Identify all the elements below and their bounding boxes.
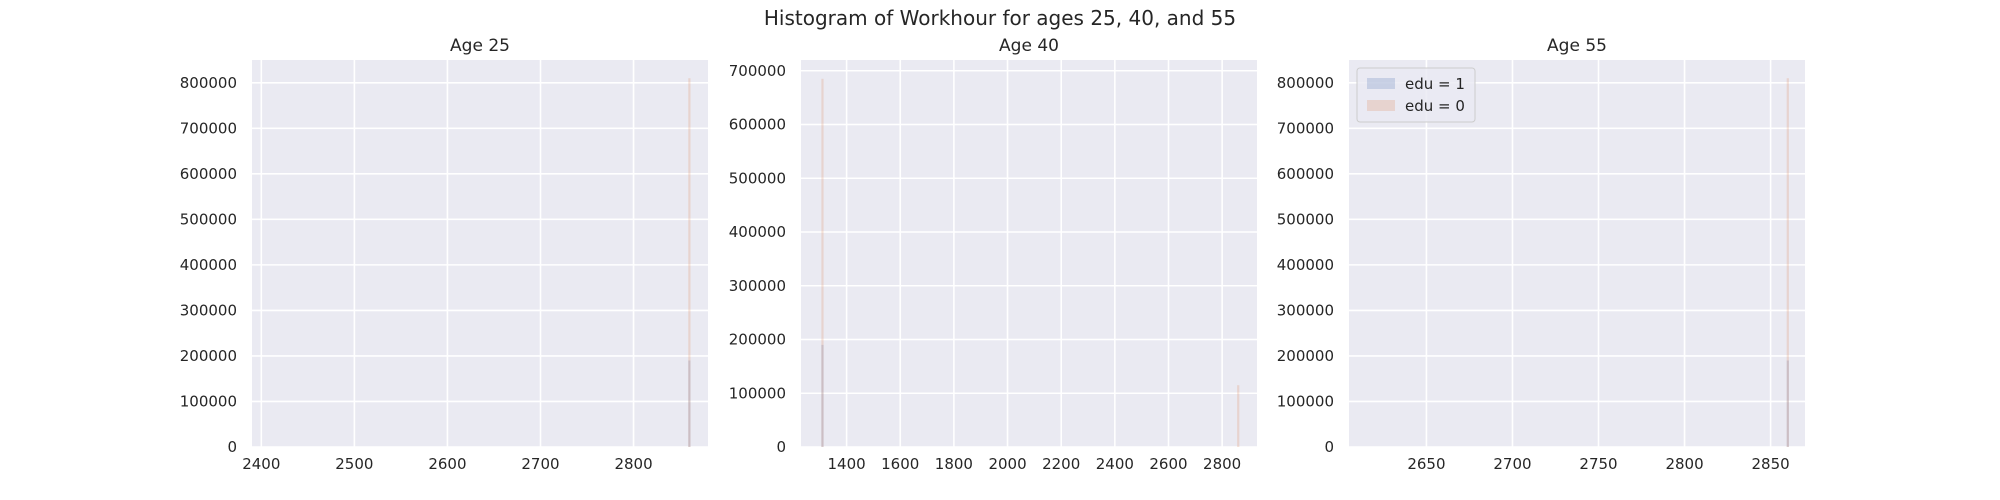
histogram-bar-edu-0 <box>688 78 691 447</box>
legend-swatch <box>1367 100 1395 111</box>
y-tick-label: 800000 <box>1277 74 1334 92</box>
x-tick-label: 2800 <box>1203 455 1241 473</box>
y-tick-label: 300000 <box>729 277 786 295</box>
legend-label: edu = 1 <box>1405 75 1465 93</box>
y-tick-label: 600000 <box>729 116 786 134</box>
x-tick-label: 2200 <box>1042 455 1080 473</box>
y-tick-label: 100000 <box>180 392 237 410</box>
y-tick-label: 400000 <box>729 223 786 241</box>
x-tick-label: 2850 <box>1751 455 1789 473</box>
panel-title-2: Age 40 <box>999 36 1059 56</box>
y-tick-label: 400000 <box>180 256 237 274</box>
x-tick-label: 2400 <box>242 455 280 473</box>
histogram-bar-edu-1 <box>1786 360 1789 447</box>
histogram-bar-edu-1 <box>688 360 691 447</box>
x-tick-label: 2700 <box>1493 455 1531 473</box>
histogram-bar-edu-0 <box>1237 385 1240 447</box>
y-tick-label: 800000 <box>180 74 237 92</box>
x-tick-label: 1800 <box>935 455 973 473</box>
x-tick-label: 2800 <box>614 455 652 473</box>
figure-title: Histogram of Workhour for ages 25, 40, a… <box>763 6 1237 30</box>
legend-swatch <box>1367 78 1395 89</box>
x-tick-label: 2750 <box>1579 455 1617 473</box>
y-tick-label: 700000 <box>1277 119 1334 137</box>
x-tick-label: 2600 <box>1149 455 1187 473</box>
y-tick-label: 600000 <box>1277 165 1334 183</box>
y-tick-label: 600000 <box>180 165 237 183</box>
y-tick-label: 500000 <box>1277 210 1334 228</box>
y-tick-label: 100000 <box>729 384 786 402</box>
panel-title-1: Age 25 <box>450 36 510 56</box>
y-tick-label: 700000 <box>180 119 237 137</box>
x-tick-label: 2700 <box>521 455 559 473</box>
y-tick-label: 500000 <box>729 169 786 187</box>
legend-box <box>1356 67 1476 123</box>
legend-label: edu = 0 <box>1405 97 1465 115</box>
y-tick-label: 0 <box>776 438 786 456</box>
y-tick-label: 0 <box>1324 438 1334 456</box>
y-tick-label: 300000 <box>180 301 237 319</box>
x-tick-label: 1600 <box>881 455 919 473</box>
y-tick-label: 200000 <box>1277 347 1334 365</box>
histogram-bar-edu-1 <box>821 344 824 447</box>
panel-title-3: Age 55 <box>1547 36 1607 56</box>
y-tick-label: 100000 <box>1277 392 1334 410</box>
x-tick-label: 2000 <box>988 455 1026 473</box>
y-tick-label: 0 <box>227 438 237 456</box>
y-tick-label: 400000 <box>1277 256 1334 274</box>
x-tick-label: 2650 <box>1407 455 1445 473</box>
x-tick-label: 2400 <box>1096 455 1134 473</box>
y-tick-label: 500000 <box>180 210 237 228</box>
axes-background-3 <box>1349 60 1805 447</box>
axes-background-1 <box>252 60 708 447</box>
x-tick-label: 1400 <box>828 455 866 473</box>
y-tick-label: 200000 <box>729 331 786 349</box>
histogram-bar-edu-0 <box>821 78 824 447</box>
y-tick-label: 200000 <box>180 347 237 365</box>
x-tick-label: 2500 <box>335 455 373 473</box>
x-tick-label: 2800 <box>1665 455 1703 473</box>
histogram-bar-edu-0 <box>1786 78 1789 447</box>
x-tick-label: 2600 <box>428 455 466 473</box>
y-tick-label: 300000 <box>1277 301 1334 319</box>
y-tick-label: 700000 <box>729 62 786 80</box>
axes-background-2 <box>801 60 1257 447</box>
